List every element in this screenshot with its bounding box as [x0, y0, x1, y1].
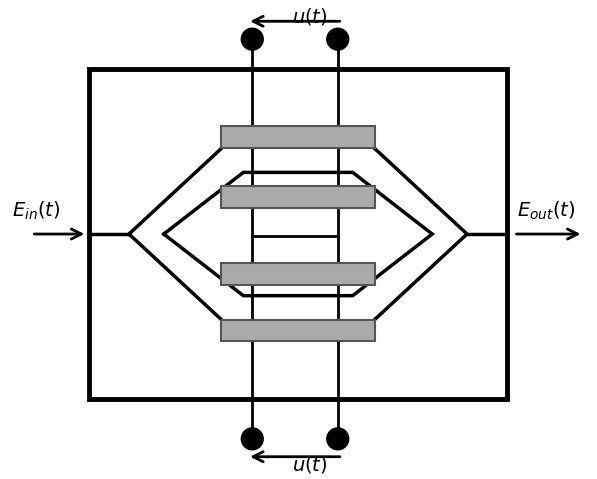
- Bar: [89, 69, 507, 399]
- Circle shape: [241, 428, 263, 450]
- Circle shape: [327, 28, 349, 50]
- Text: $E_{out}(t)$: $E_{out}(t)$: [517, 200, 575, 222]
- Text: $u(t)$: $u(t)$: [292, 454, 328, 475]
- Bar: [221, 125, 375, 148]
- Circle shape: [327, 428, 349, 450]
- Text: $E_{in}(t)$: $E_{in}(t)$: [12, 200, 60, 222]
- Text: $u(t)$: $u(t)$: [292, 6, 328, 27]
- Bar: [221, 263, 375, 285]
- Bar: [221, 186, 375, 208]
- Bar: [221, 319, 375, 342]
- Circle shape: [241, 28, 263, 50]
